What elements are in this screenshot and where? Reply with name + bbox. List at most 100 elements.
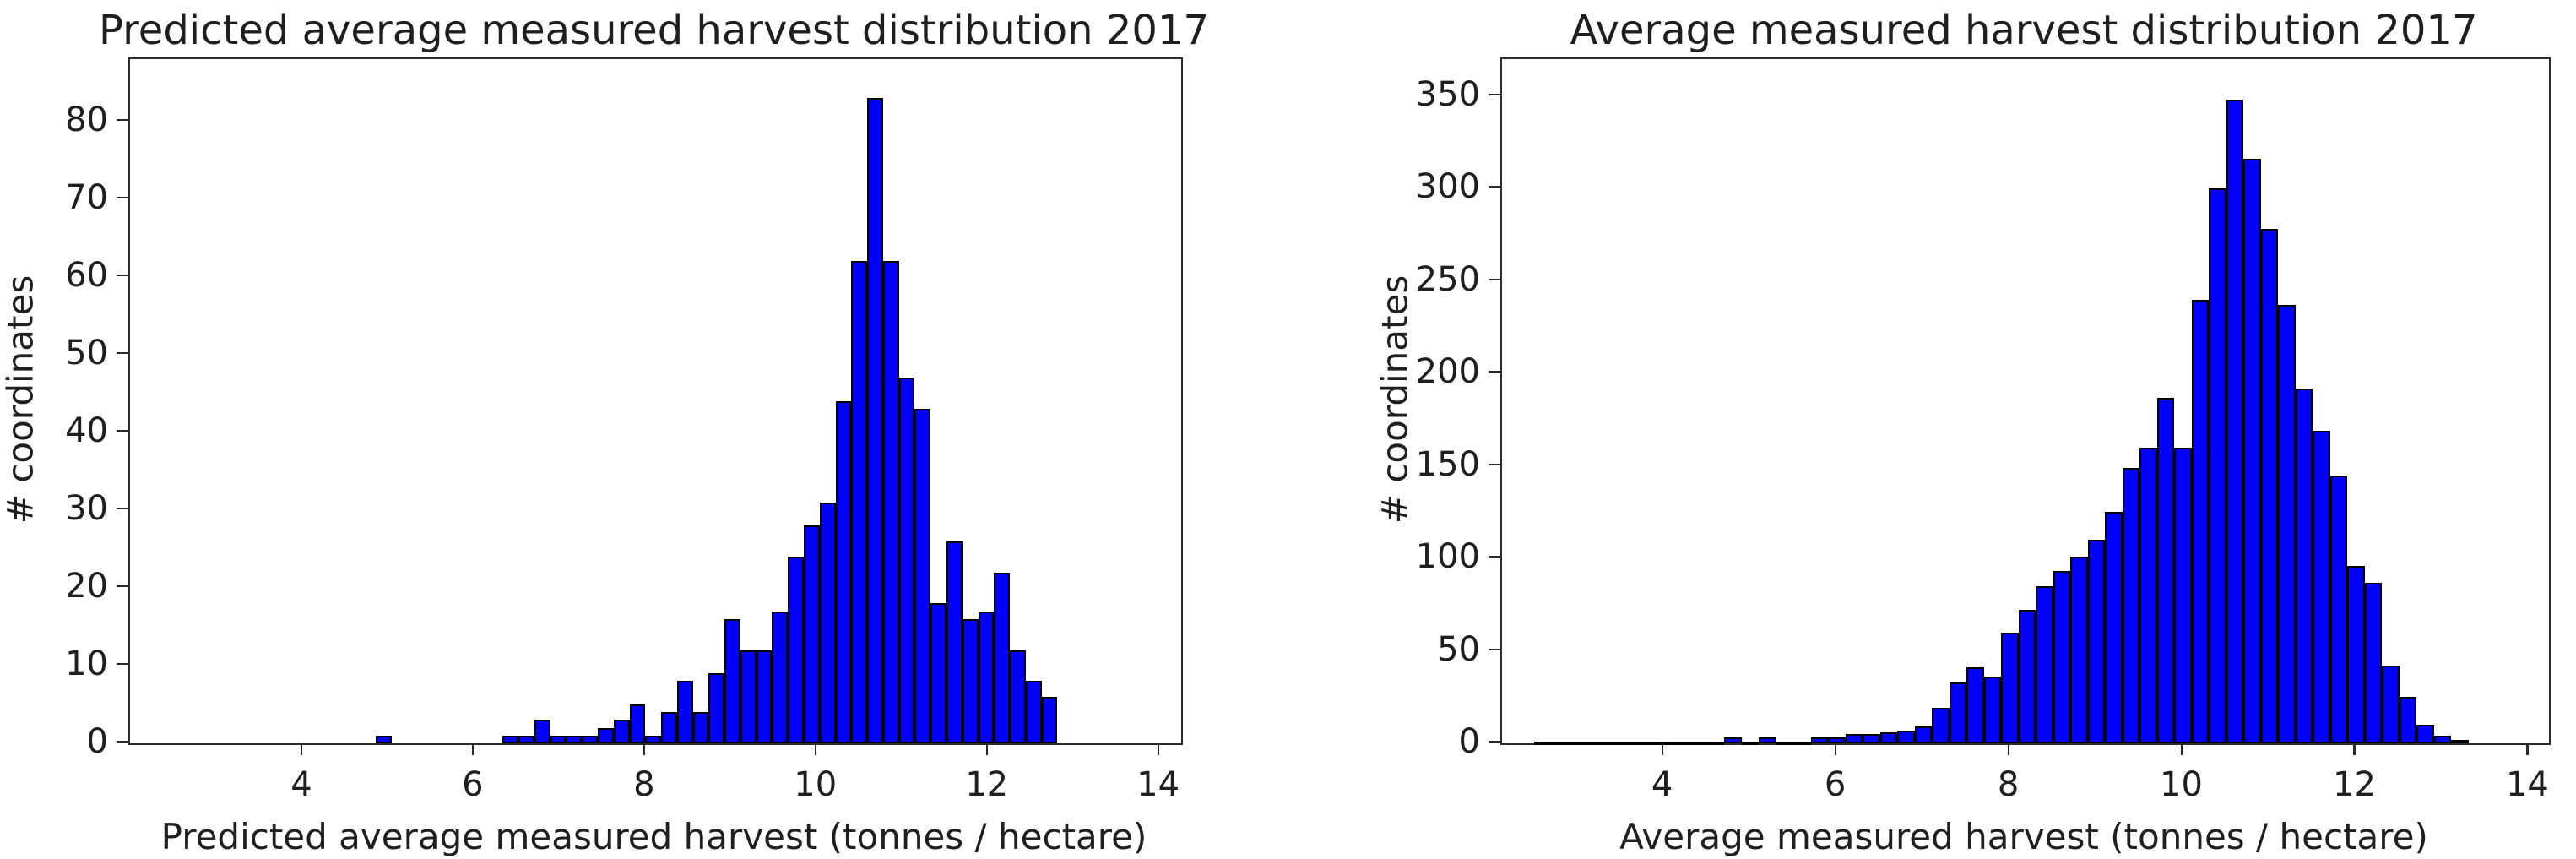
y-tick-label: 40	[65, 410, 108, 450]
histogram-bar	[550, 735, 567, 743]
y-axis-tick	[1489, 556, 1500, 558]
y-tick-label: 350	[1415, 74, 1480, 114]
histogram-bar	[1932, 708, 1950, 743]
y-axis-label: # coordinates	[1374, 275, 1416, 525]
histogram-bar	[835, 401, 852, 743]
histogram-bar	[946, 541, 963, 743]
histogram-bar	[502, 735, 519, 743]
x-axis-tick	[2353, 743, 2356, 755]
histogram-bar	[1879, 731, 1898, 743]
histogram-bar	[724, 618, 740, 743]
y-axis-tick	[117, 584, 128, 588]
y-tick-label: 300	[1415, 167, 1480, 207]
histogram-bar	[534, 720, 550, 743]
histogram-bar	[756, 650, 773, 743]
histogram-bar	[629, 704, 646, 743]
histogram-bar	[1776, 741, 1794, 745]
histogram-bar	[1706, 741, 1725, 745]
histogram-bar	[2243, 159, 2261, 743]
histogram-bar	[1533, 741, 1552, 745]
histogram-bar	[2433, 736, 2452, 743]
histogram-bar	[582, 735, 598, 743]
histogram-bar	[1568, 741, 1586, 745]
x-tick-label: 6	[462, 765, 484, 804]
x-tick-label: 14	[1136, 765, 1180, 804]
histogram-bar	[2156, 397, 2175, 743]
histogram-bar	[2382, 666, 2400, 743]
y-axis-tick	[117, 196, 128, 199]
x-axis-tick	[1661, 743, 1664, 755]
histogram-bar	[978, 611, 995, 743]
histogram-bar	[598, 727, 614, 743]
histogram-bar	[1586, 741, 1603, 745]
histogram-bar	[2191, 299, 2210, 743]
histogram-bar	[708, 673, 725, 743]
y-axis-tick	[117, 118, 128, 122]
histogram-bar	[2226, 100, 2244, 743]
histogram-bar	[645, 735, 662, 743]
histogram-bar	[1914, 726, 1933, 743]
histogram-bar	[851, 261, 868, 743]
y-axis-tick	[1489, 741, 1500, 743]
plot-area	[1500, 57, 2551, 745]
x-axis-tick	[643, 743, 646, 755]
y-tick-label: 250	[1415, 259, 1480, 299]
y-axis-tick	[1489, 463, 1500, 466]
histogram-bar	[2313, 431, 2330, 743]
histogram-bar	[1759, 737, 1776, 743]
x-tick-label: 6	[1824, 765, 1847, 804]
x-tick-label: 12	[2333, 765, 2376, 804]
plot-area	[128, 57, 1183, 745]
histogram-bar	[676, 681, 693, 743]
histogram-bar	[1741, 741, 1760, 745]
x-axis-tick	[985, 743, 989, 755]
x-axis-tick	[814, 743, 817, 755]
y-tick-label: 10	[65, 644, 108, 683]
x-tick-label: 10	[2160, 765, 2203, 804]
y-axis-tick	[1489, 648, 1500, 651]
y-tick-label: 100	[1415, 537, 1480, 577]
histogram-bar	[2295, 388, 2313, 743]
histogram-bar	[2399, 697, 2417, 743]
histogram-bar	[1724, 737, 1742, 743]
x-tick-label: 10	[794, 765, 838, 804]
histogram-bar	[804, 525, 820, 743]
histogram-bar	[2364, 582, 2383, 743]
y-tick-label: 60	[65, 255, 108, 295]
y-axis-tick	[117, 274, 128, 277]
histogram-bar	[1603, 741, 1621, 745]
histogram-bar	[1025, 681, 1042, 743]
y-axis-tick	[117, 429, 128, 432]
y-tick-label: 30	[65, 488, 108, 528]
histogram-bar	[2209, 188, 2226, 743]
chart-title: Average measured harvest distribution 20…	[1570, 7, 2478, 54]
y-tick-label: 50	[1437, 629, 1480, 669]
x-axis-tick	[2526, 743, 2529, 755]
y-tick-label: 70	[65, 177, 108, 217]
x-axis-tick	[1834, 743, 1837, 755]
y-tick-label: 0	[1458, 722, 1480, 761]
histogram-bar	[882, 261, 899, 743]
histogram-bar	[1551, 741, 1569, 745]
histogram-bar	[1983, 677, 2002, 743]
y-axis-label: # coordinates	[0, 275, 41, 525]
histogram-bar	[1637, 741, 1656, 745]
x-axis-tick	[471, 743, 475, 755]
histogram-bar	[2053, 571, 2071, 743]
x-tick-label: 14	[2505, 765, 2549, 804]
x-axis-tick	[1157, 743, 1160, 755]
x-tick-label: 4	[290, 765, 312, 804]
histogram-bar	[930, 603, 946, 743]
y-tick-label: 0	[86, 722, 108, 761]
histogram-bar	[1793, 741, 1811, 745]
histogram-bar	[788, 557, 805, 743]
chart-title: Predicted average measured harvest distr…	[99, 7, 1209, 54]
histogram-bar	[1863, 734, 1880, 743]
x-tick-label: 4	[1651, 765, 1673, 804]
histogram-bar	[566, 735, 583, 743]
x-axis-tick	[300, 743, 303, 755]
histogram-bar	[2105, 512, 2123, 743]
histogram-bar	[661, 712, 677, 743]
